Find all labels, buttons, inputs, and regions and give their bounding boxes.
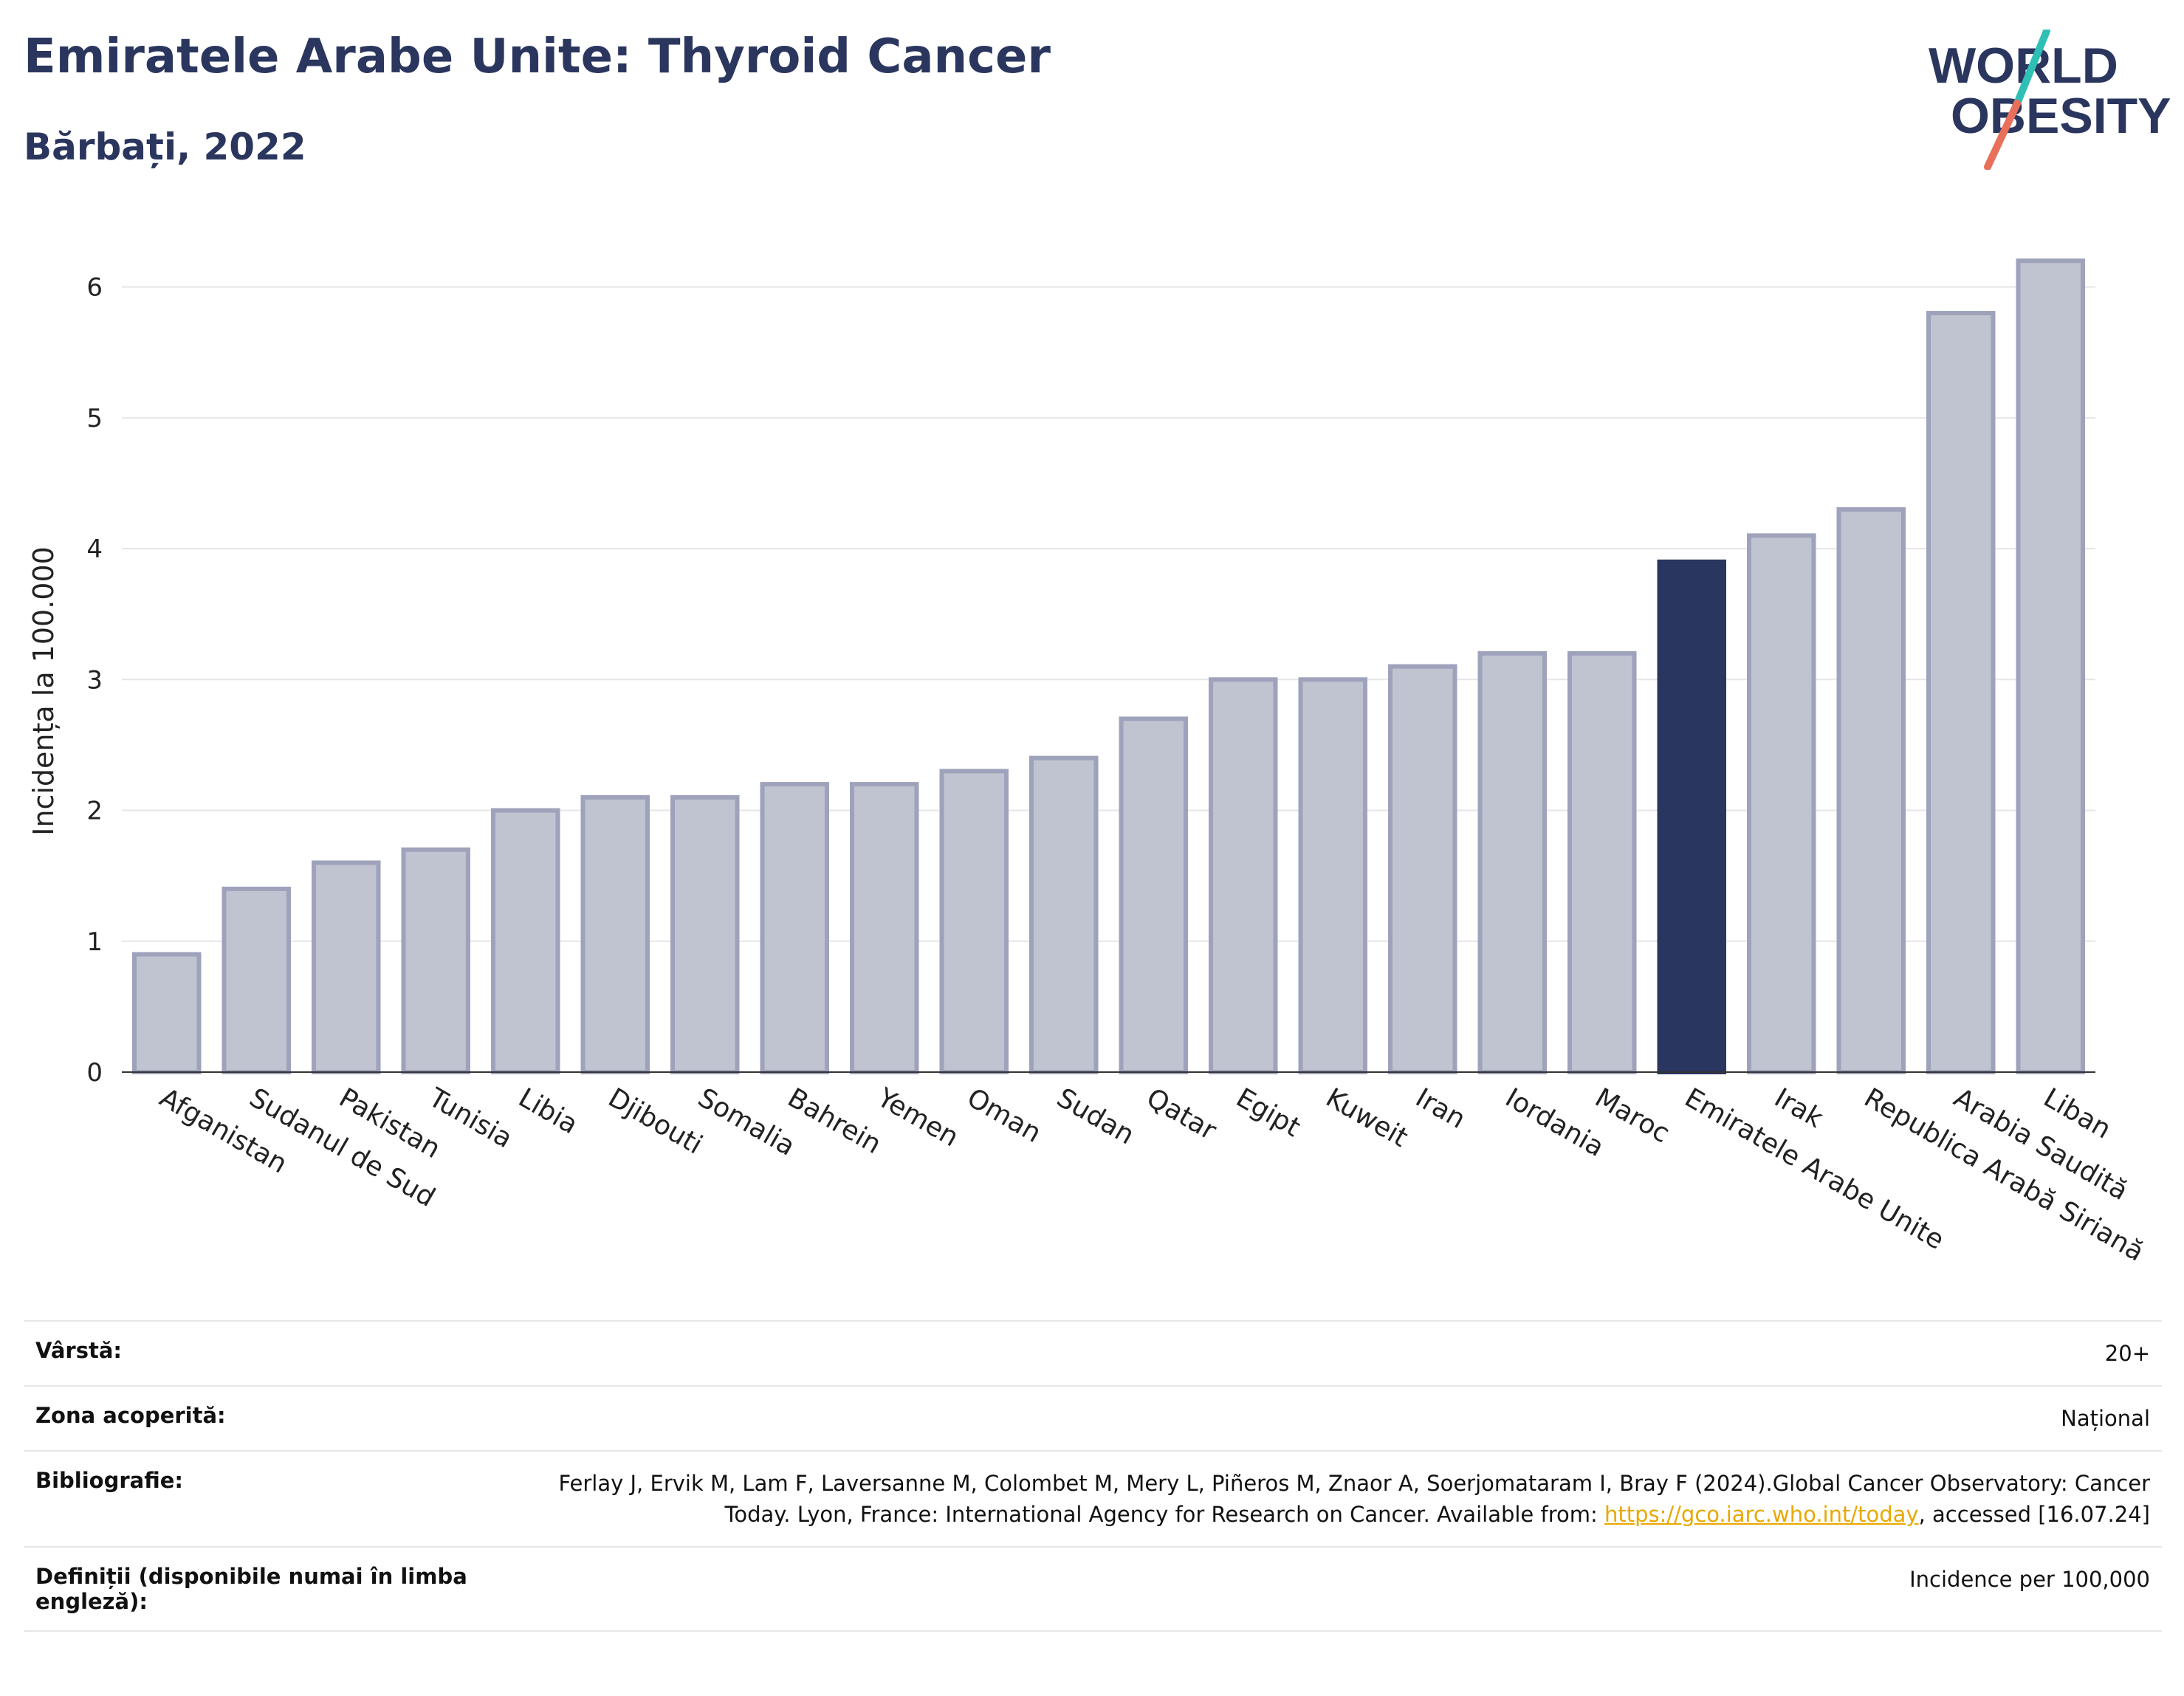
bar [760,782,829,1074]
x-tick-label: Egipt [1231,1082,1305,1143]
bar [1388,664,1457,1074]
info-row-age: Vârstă: 20+ [24,1319,2162,1387]
bar [850,782,919,1074]
x-tick-label: Sudan [1051,1082,1139,1150]
bar [2016,258,2085,1075]
bibliography-accessed: , accessed [16.07.24] [1918,1502,2150,1528]
info-row-coverage: Zona acoperită: Național [24,1385,2162,1452]
x-tick-label: Bahrein [783,1082,886,1160]
bibliography-value: Ferlay J, Ervik M, Lam F, Laversanne M, … [505,1450,2162,1548]
x-tick-label: Iordania [1500,1082,1609,1163]
bar [1836,507,1906,1074]
age-value: 20+ [505,1319,2162,1387]
definitions-label: Definiții (disponibile numai în limba en… [24,1546,505,1633]
age-label: Vârstă: [24,1319,505,1387]
y-tick-label: 2 [86,797,103,826]
bar [580,794,650,1075]
x-tick-label: Yemen [871,1082,964,1153]
y-axis-title: Incidența la 100.000 [27,546,60,836]
x-tick-label: Somalia [693,1082,800,1162]
chart-title: Emiratele Arabe Unite: Thyroid Cancer [24,30,1051,84]
x-tick-label: Libia [513,1082,583,1140]
coverage-label: Zona acoperită: [24,1385,505,1452]
bibliography-label: Bibliografie: [24,1450,505,1548]
definitions-value: Incidence per 100,000 [505,1546,2162,1633]
info-table: Vârstă: 20+ Zona acoperită: Național Bib… [24,1319,2162,1633]
chart-subtitle: Bărbați, 2022 [24,126,306,168]
bibliography-link[interactable]: https://gco.iarc.who.int/today [1604,1502,1919,1528]
bar [1119,716,1188,1074]
y-tick-label: 3 [86,665,103,695]
y-tick-label: 5 [86,404,103,433]
logo-text-obesity: OBESITY [1951,88,2171,144]
bar [1926,311,1996,1074]
y-tick-label: 6 [86,273,103,303]
bar [491,808,560,1074]
bar [1657,559,1726,1074]
x-tick-label: Irak [1769,1082,1828,1134]
logo-slash-coral [1984,100,2021,170]
bar [1477,650,1547,1074]
bar [1298,677,1367,1074]
y-tick-label: 1 [86,927,103,957]
world-obesity-logo: WORLD OBESITY [1929,30,2171,170]
bar [312,860,381,1075]
bar [1747,533,1816,1074]
bar [222,886,291,1075]
bar [1029,755,1099,1074]
y-tick-label: 0 [86,1058,103,1088]
info-row-bibliography: Bibliografie: Ferlay J, Ervik M, Lam F, … [24,1450,2162,1548]
x-tick-label: Iran [1410,1082,1470,1135]
bar [1567,650,1637,1074]
bar [939,769,1009,1075]
logo-slash-teal [2013,30,2050,107]
x-tick-label: Kuweit [1321,1082,1413,1153]
bar [670,794,740,1075]
x-tick-label: Oman [962,1082,1046,1149]
y-tick-label: 4 [86,535,103,564]
bar [132,952,202,1074]
x-tick-label: Qatar [1141,1082,1221,1146]
info-row-definitions: Definiții (disponibile numai în limba en… [24,1546,2162,1633]
bibliography-text: Ferlay J, Ervik M, Lam F, Laversanne M, … [558,1471,2150,1528]
x-tick-label: Djibouti [603,1082,707,1160]
coverage-value: Național [505,1385,2162,1452]
bar [1209,677,1278,1074]
bar [401,847,470,1074]
